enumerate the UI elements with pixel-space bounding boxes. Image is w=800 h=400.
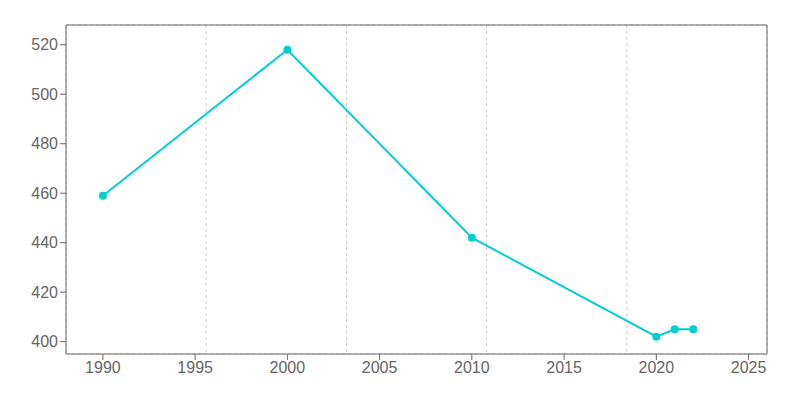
svg-text:400: 400 bbox=[31, 333, 58, 350]
svg-text:2015: 2015 bbox=[546, 359, 582, 376]
svg-text:2000: 2000 bbox=[270, 359, 306, 376]
svg-text:480: 480 bbox=[31, 135, 58, 152]
svg-text:520: 520 bbox=[31, 36, 58, 53]
svg-text:440: 440 bbox=[31, 234, 58, 251]
svg-text:2005: 2005 bbox=[362, 359, 398, 376]
svg-text:2025: 2025 bbox=[731, 359, 767, 376]
svg-text:1995: 1995 bbox=[177, 359, 213, 376]
svg-text:460: 460 bbox=[31, 185, 58, 202]
svg-text:500: 500 bbox=[31, 86, 58, 103]
svg-text:2020: 2020 bbox=[639, 359, 675, 376]
svg-text:1990: 1990 bbox=[85, 359, 121, 376]
svg-text:2010: 2010 bbox=[454, 359, 490, 376]
svg-text:420: 420 bbox=[31, 284, 58, 301]
